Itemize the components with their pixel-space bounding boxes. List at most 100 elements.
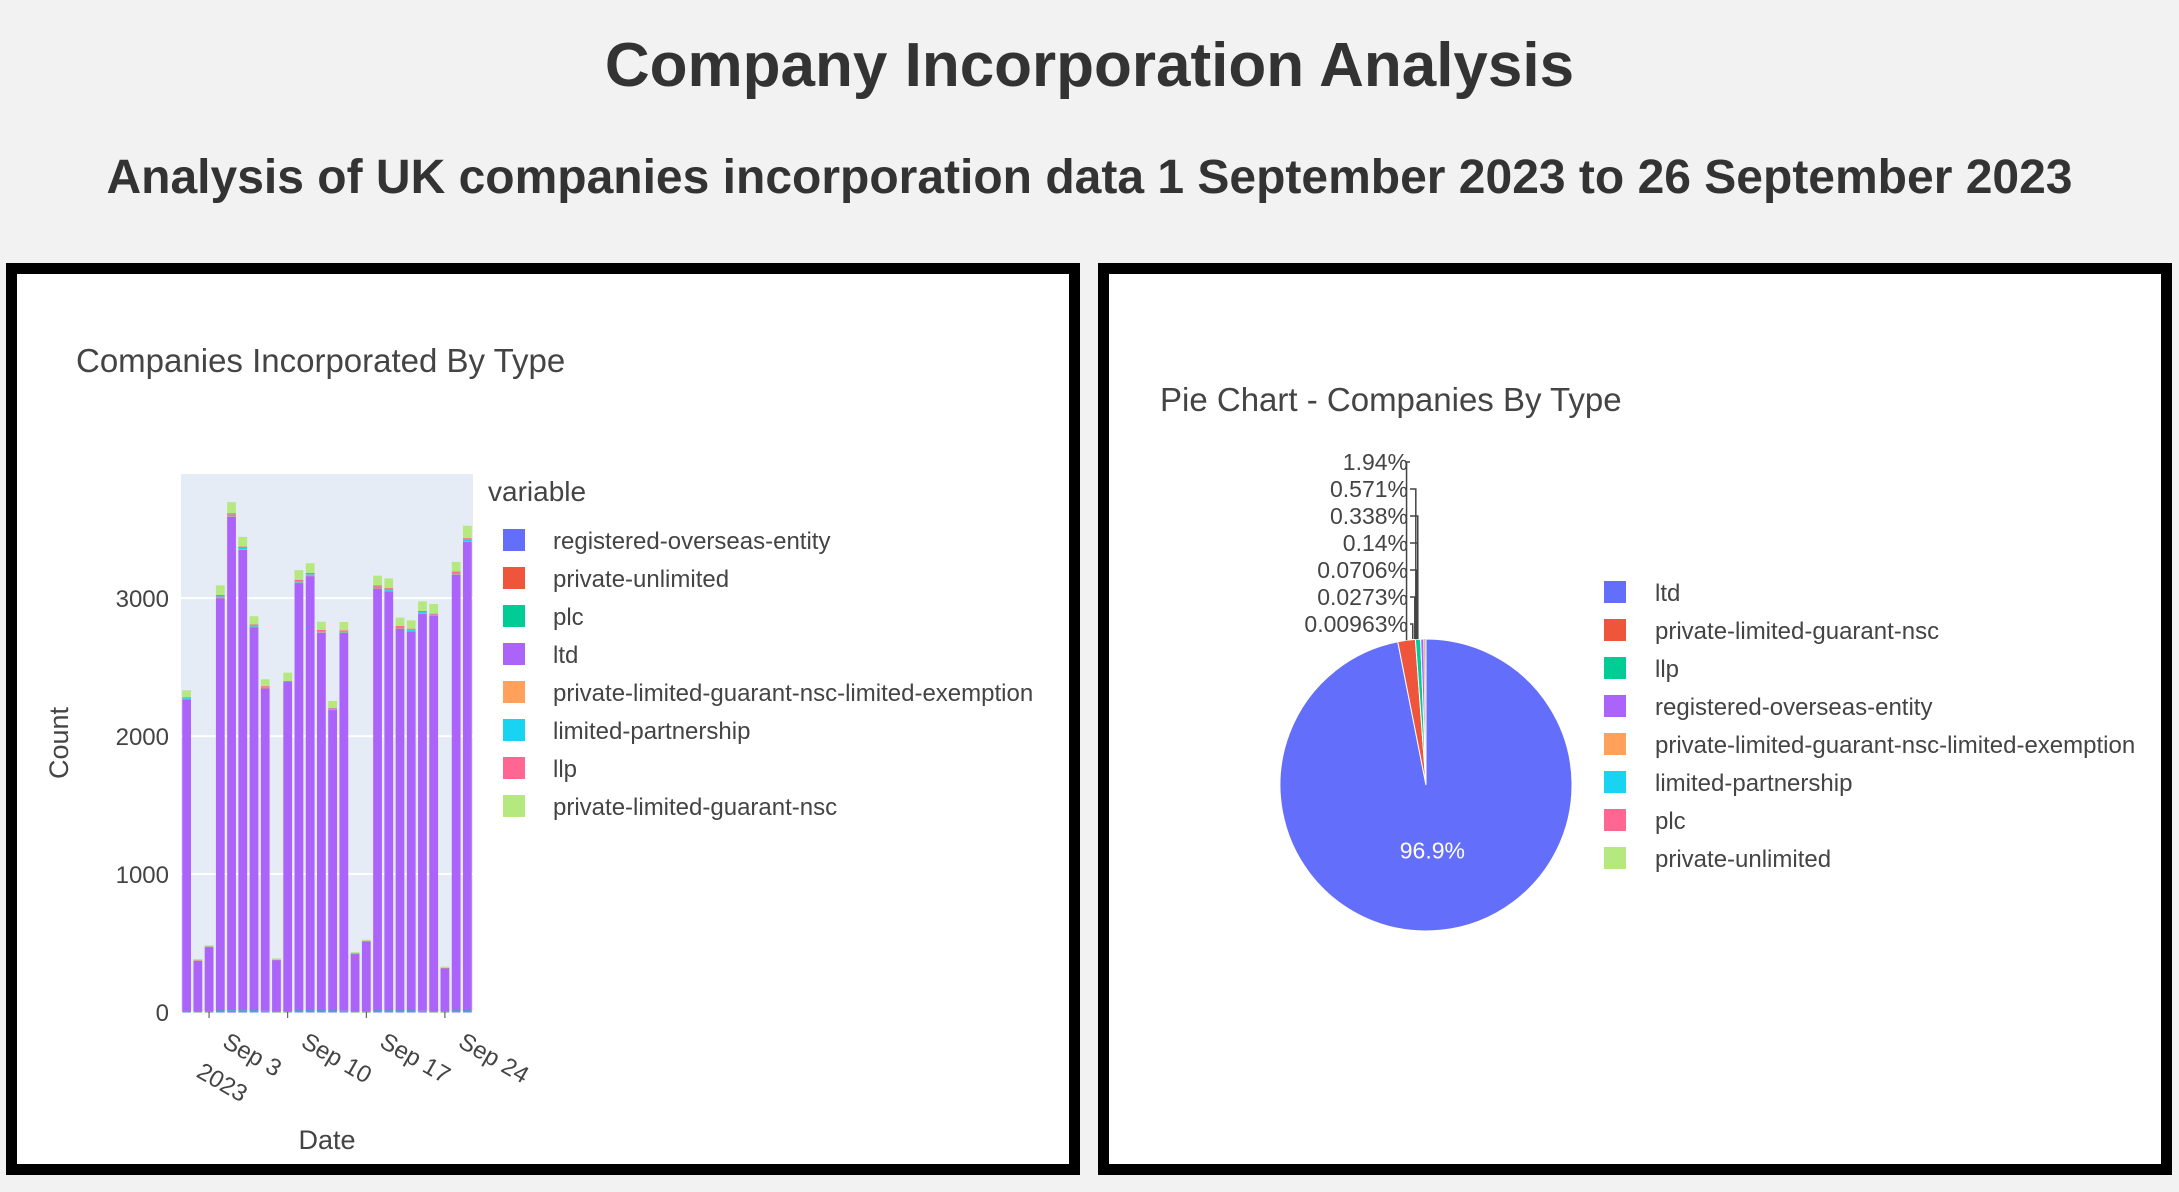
pie-label-outside: 0.338% [1330, 503, 1408, 529]
bar-segment [317, 1010, 326, 1012]
bar-segment [305, 575, 315, 1011]
stacked-bar-chart[interactable]: Companies Incorporated By Type 0 1000 2000 3… [17, 274, 1069, 1164]
bar-segment [395, 1011, 405, 1013]
bar-segment [339, 1011, 349, 1013]
bar-segment [328, 707, 337, 709]
bar-segment [339, 622, 349, 631]
legend-label: llp [1655, 656, 1679, 683]
pie-chart-panel: Pie Chart - Companies By Type 96.9% 1.94% 0… [1098, 263, 2172, 1175]
bar-segment [227, 514, 236, 517]
bar-segment [429, 613, 439, 615]
bar-segment [451, 574, 461, 575]
bar-segment [339, 1011, 349, 1012]
bar-segment [328, 708, 337, 710]
bar-segment [272, 1011, 281, 1013]
bar-segment [384, 591, 394, 1011]
bar-segment [418, 612, 427, 614]
legend-label: plc [1655, 808, 1686, 835]
bar-segment [260, 686, 270, 688]
bar-segment [384, 578, 394, 589]
pie-chart[interactable]: Pie Chart - Companies By Type96.9%1.94%0… [1109, 274, 2161, 1164]
bar-segment [317, 1011, 326, 1013]
bar-segment [260, 1011, 270, 1012]
y-tick-label: 0 [156, 1000, 169, 1027]
bar-segment [463, 538, 472, 540]
bar-segment [249, 626, 259, 628]
bar-segment [260, 679, 270, 687]
legend-label: ltd [1655, 580, 1680, 607]
bar-segment [215, 1011, 225, 1012]
bar-segment [238, 549, 248, 1011]
pie-label-outside: 0.00963% [1304, 611, 1408, 637]
legend-swatch [503, 567, 525, 589]
bar-segment [395, 1011, 405, 1012]
bar-segment [238, 1010, 248, 1011]
pie-label-outside: 0.571% [1330, 476, 1408, 502]
bar-segment [350, 1011, 360, 1013]
bar-chart-panel: Companies Incorporated By Type 0 1000 2000 3… [6, 263, 1080, 1175]
legend-label: private-limited-guarant-nsc [553, 794, 837, 821]
bar-segment [395, 617, 405, 626]
page-subtitle: Analysis of UK companies incorporation d… [106, 151, 2073, 204]
bar-segment [384, 1010, 394, 1012]
bar-segment [339, 630, 349, 632]
bar-segment [182, 699, 191, 1011]
bar-segment [429, 615, 439, 1012]
bar-segment [182, 698, 191, 699]
bar-segment [373, 586, 382, 589]
bar-segment [418, 1011, 427, 1012]
bar-segment [463, 1010, 472, 1012]
x-tick-label: Sep 10 [297, 1028, 376, 1089]
legend-label: limited-partnership [1655, 770, 1852, 797]
pie-leader-line [1410, 596, 1416, 640]
bar-segment [283, 672, 293, 681]
bar-segment [406, 1010, 416, 1012]
plot-area [181, 474, 473, 1012]
bar-segment [204, 945, 214, 947]
bar-segment [272, 959, 281, 961]
bar-segment [328, 1011, 337, 1013]
bar-segment [227, 516, 236, 517]
bar-segment [406, 628, 416, 630]
bar-segment [193, 959, 203, 961]
bar-segment [294, 582, 304, 584]
bar-segment [227, 1010, 236, 1011]
bar-segment [339, 632, 349, 1011]
legend-title: variable [488, 476, 586, 507]
bar-segment [328, 1011, 337, 1012]
bar-segment [227, 1011, 236, 1013]
legend-swatch [503, 795, 525, 817]
bar-segment [339, 631, 349, 633]
legend-swatch [503, 605, 525, 627]
bar-segment [440, 967, 450, 969]
bar-segment [350, 953, 360, 955]
pie-label-inside: 96.9% [1400, 837, 1465, 863]
bar-segment [373, 1011, 382, 1013]
y-tick-label: 1000 [116, 862, 169, 889]
bar-segment [406, 631, 416, 1011]
bar-segment [451, 1010, 461, 1012]
bar-segment [328, 1010, 337, 1012]
bar-segment [384, 588, 394, 590]
bar-segment [260, 1010, 270, 1012]
x-tick-label: Sep 24 [454, 1028, 533, 1089]
bar-segment [272, 959, 281, 1012]
legend-swatch [1604, 581, 1626, 603]
legend-label: registered-overseas-entity [553, 528, 830, 555]
pie-leader-line [1410, 569, 1418, 640]
bar-segment [182, 690, 191, 698]
legend-label: plc [553, 604, 584, 631]
bar-segment [418, 610, 427, 613]
bar-segment [238, 549, 248, 550]
bar-segment [418, 613, 427, 1011]
bar-segment [384, 589, 394, 591]
bar-segment [182, 1011, 191, 1013]
bar-segment [215, 594, 225, 597]
bar-segment [305, 1011, 315, 1013]
bar-segment [418, 1011, 427, 1013]
bar-segment [384, 590, 394, 592]
bar-segment [373, 1011, 382, 1012]
bar-segment [305, 1011, 315, 1012]
bar-segment [294, 582, 304, 1011]
pie-label-outside: 0.0706% [1317, 557, 1408, 583]
